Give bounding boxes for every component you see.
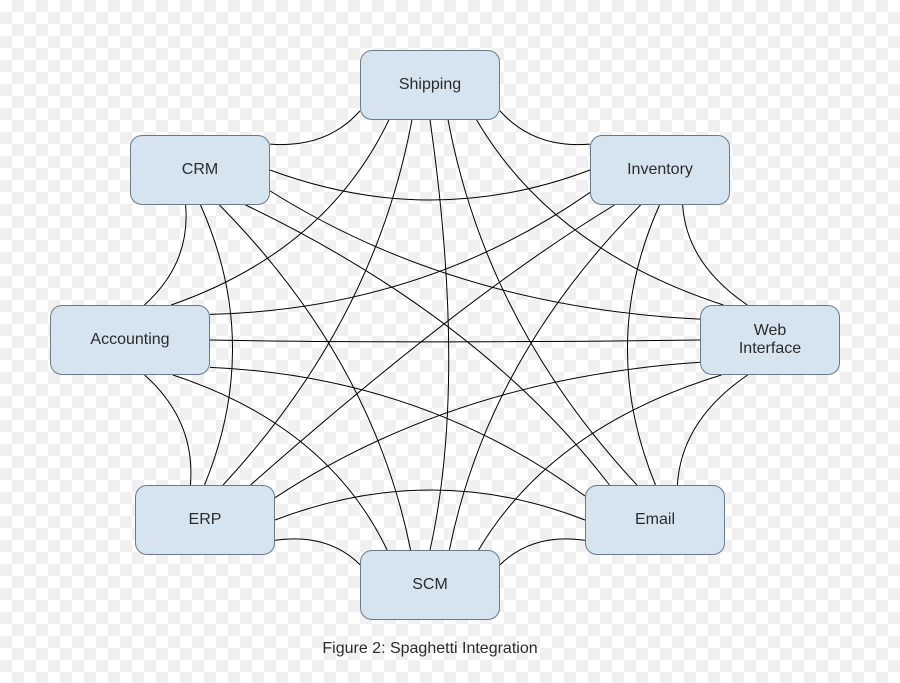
edge [251, 205, 615, 485]
edge [270, 170, 590, 200]
node-accounting: Accounting [50, 305, 210, 375]
edge [210, 192, 590, 314]
node-inventory: Inventory [590, 135, 730, 205]
edge [210, 340, 700, 342]
node-label: Accounting [90, 331, 169, 349]
node-scm: SCM [360, 550, 500, 620]
edge [627, 205, 659, 485]
node-erp: ERP [135, 485, 275, 555]
node-label: Inventory [627, 161, 693, 179]
edge [683, 205, 748, 305]
edge [500, 539, 585, 565]
node-label: CRM [182, 161, 218, 179]
node-label: SCM [412, 576, 448, 594]
edge [275, 490, 585, 520]
node-shipping: Shipping [360, 50, 500, 120]
edge [430, 120, 449, 550]
node-label: Shipping [399, 76, 461, 94]
edge [144, 205, 186, 305]
edge [275, 539, 360, 565]
node-webinterface: Web Interface [700, 305, 840, 375]
edge [270, 111, 360, 145]
edge [246, 205, 610, 485]
figure-caption: Figure 2: Spaghetti Integration [322, 640, 537, 658]
node-email: Email [585, 485, 725, 555]
node-label: Web Interface [739, 322, 801, 359]
edge [145, 375, 191, 485]
node-label: ERP [189, 511, 222, 529]
edge [500, 111, 590, 145]
node-label: Email [635, 511, 675, 529]
diagram-canvas: Figure 2: Spaghetti Integration Shipping… [0, 0, 900, 683]
node-crm: CRM [130, 135, 270, 205]
edge [677, 375, 747, 485]
